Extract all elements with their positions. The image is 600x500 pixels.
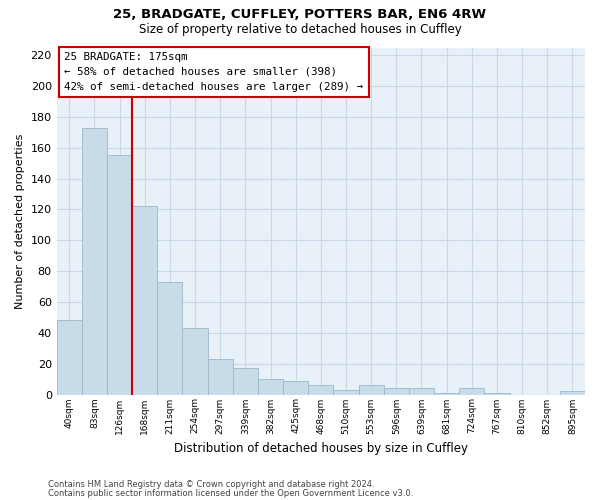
Bar	[283, 380, 308, 394]
Bar	[56, 320, 82, 394]
Bar	[132, 206, 157, 394]
Bar	[233, 368, 258, 394]
Bar	[484, 393, 509, 394]
Bar	[182, 328, 208, 394]
Bar	[308, 386, 334, 394]
Text: Size of property relative to detached houses in Cuffley: Size of property relative to detached ho…	[139, 22, 461, 36]
Bar	[157, 282, 182, 395]
Bar	[334, 390, 359, 394]
Text: Contains HM Land Registry data © Crown copyright and database right 2024.: Contains HM Land Registry data © Crown c…	[48, 480, 374, 489]
Bar	[459, 388, 484, 394]
X-axis label: Distribution of detached houses by size in Cuffley: Distribution of detached houses by size …	[174, 442, 468, 455]
Bar	[409, 388, 434, 394]
Bar	[434, 393, 459, 394]
Bar	[359, 386, 384, 394]
Bar	[384, 388, 409, 394]
Bar	[82, 128, 107, 394]
Text: Contains public sector information licensed under the Open Government Licence v3: Contains public sector information licen…	[48, 488, 413, 498]
Text: 25, BRADGATE, CUFFLEY, POTTERS BAR, EN6 4RW: 25, BRADGATE, CUFFLEY, POTTERS BAR, EN6 …	[113, 8, 487, 20]
Bar	[208, 359, 233, 394]
Bar	[107, 156, 132, 394]
Bar	[560, 392, 585, 394]
Text: 25 BRADGATE: 175sqm
← 58% of detached houses are smaller (398)
42% of semi-detac: 25 BRADGATE: 175sqm ← 58% of detached ho…	[64, 52, 363, 92]
Bar	[258, 379, 283, 394]
Y-axis label: Number of detached properties: Number of detached properties	[15, 134, 25, 308]
